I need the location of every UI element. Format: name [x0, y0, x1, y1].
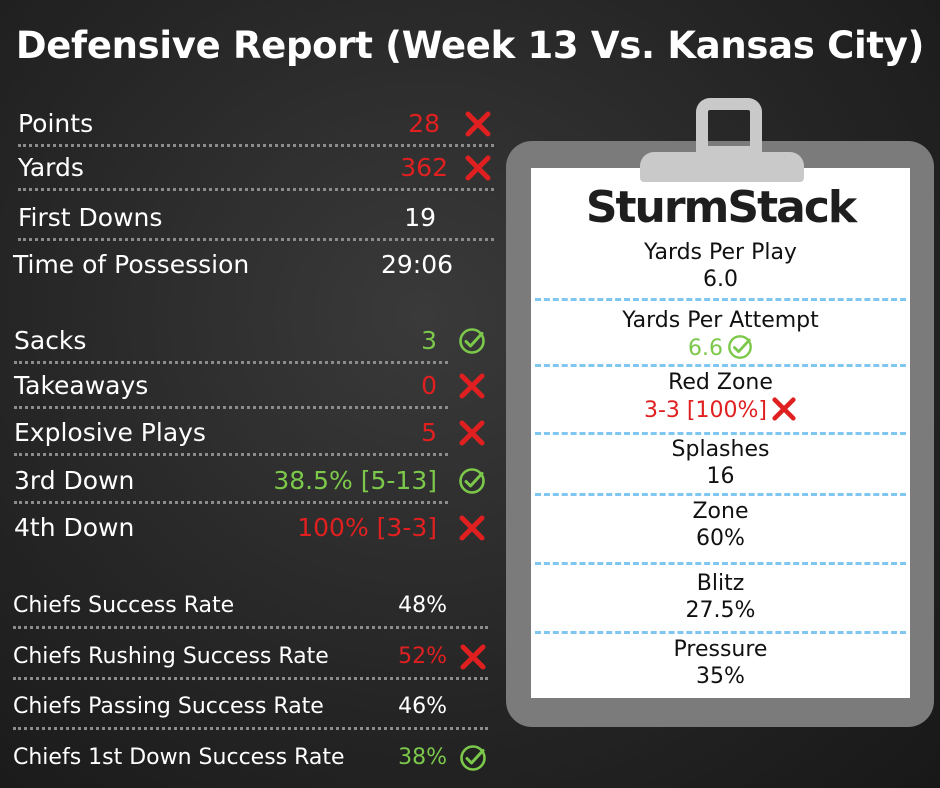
stat-row: Yards 362 — [18, 148, 498, 191]
clipboard-clip-ring — [696, 98, 762, 158]
stat-row: Explosive Plays 5 — [14, 413, 494, 456]
stat-label: Yards — [18, 153, 84, 182]
x-mark-icon — [767, 397, 797, 423]
stat-row: Chiefs Success Rate 48% — [13, 586, 503, 629]
stat-label: Sacks — [14, 326, 87, 355]
stat-row: 4th Down 100% [3-3] — [14, 508, 494, 548]
stat-label: Time of Possession — [13, 250, 250, 279]
clipboard-stat-label: Yards Per Play — [644, 240, 797, 265]
dotted-divider — [14, 453, 448, 456]
clipboard-stat-label: Splashes — [671, 437, 770, 462]
clipboard-stat-value-text: 3-3 [100%] — [644, 398, 767, 423]
clipboard-stat-label: Pressure — [673, 637, 768, 662]
dashed-divider — [535, 364, 906, 367]
clipboard-stat-label: Yards Per Attempt — [622, 308, 819, 333]
stat-value: 52% — [398, 644, 447, 669]
stat-label: Takeaways — [14, 371, 149, 400]
stat-row: 3rd Down 38.5% [5-13] — [14, 461, 494, 504]
clipboard-stat-value-text: 35% — [696, 664, 745, 689]
dashed-divider — [535, 562, 906, 565]
stat-row: Takeaways 0 — [14, 366, 494, 409]
stat-row: First Downs 19 — [18, 198, 498, 241]
stat-label: Points — [18, 109, 94, 138]
stat-row: Chiefs 1st Down Success Rate 38% — [13, 738, 503, 778]
dotted-divider — [18, 238, 494, 241]
clipboard-stat: Zone 60% — [531, 499, 910, 553]
x-mark-icon — [459, 643, 487, 671]
stat-value: 38% — [398, 745, 447, 770]
dashed-divider — [535, 432, 906, 435]
dotted-divider — [18, 144, 494, 147]
dotted-divider — [13, 727, 488, 730]
stat-label: Chiefs Success Rate — [13, 593, 235, 618]
clipboard-stat: Yards Per Attempt 6.6 — [531, 308, 910, 363]
stat-value: 28 — [408, 109, 440, 138]
x-mark-icon — [458, 419, 486, 447]
stat-value: 3 — [421, 326, 437, 355]
clipboard-stat-value: 60% — [531, 525, 910, 553]
x-mark-icon — [458, 372, 486, 400]
clipboard-clip-base — [640, 152, 804, 182]
clipboard-stat-value-text: 6.6 — [688, 336, 723, 361]
check-circle-icon — [458, 467, 486, 495]
check-circle-icon — [458, 327, 486, 355]
dotted-divider — [13, 677, 488, 680]
clipboard-stat-value: 16 — [531, 463, 910, 491]
stat-value: 362 — [400, 153, 448, 182]
stat-label: 3rd Down — [14, 466, 135, 495]
stat-value: 19 — [404, 203, 436, 232]
dotted-divider — [14, 361, 448, 364]
x-mark-icon — [458, 514, 486, 542]
clipboard-stat-value-text: 60% — [696, 526, 745, 551]
clipboard-stat-label: Red Zone — [668, 370, 773, 395]
stat-label: Chiefs 1st Down Success Rate — [13, 745, 345, 770]
dashed-divider — [535, 298, 906, 301]
dotted-divider — [13, 626, 488, 629]
dotted-divider — [18, 188, 494, 191]
stat-value: 0 — [421, 371, 437, 400]
dashed-divider — [535, 631, 906, 634]
clipboard-stat-value-text: 16 — [706, 464, 735, 489]
stat-value: 29:06 — [380, 250, 453, 279]
clipboard-stat-value: 3-3 [100%] — [531, 396, 910, 425]
dashed-divider — [535, 493, 906, 496]
stat-label: Chiefs Rushing Success Rate — [13, 644, 329, 669]
stat-row: Chiefs Rushing Success Rate 52% — [13, 637, 503, 680]
stat-row: Points 28 — [18, 104, 498, 147]
check-circle-icon — [459, 744, 487, 772]
clipboard-stat-value: 35% — [531, 663, 910, 691]
clipboard-stat-value-text: 6.0 — [703, 267, 738, 292]
stat-value: 48% — [398, 593, 447, 618]
clipboard-stat: Red Zone 3-3 [100%] — [531, 370, 910, 425]
dotted-divider — [14, 406, 448, 409]
clipboard-stat-label: Zone — [692, 499, 749, 524]
page-title: Defensive Report (Week 13 Vs. Kansas Cit… — [15, 24, 925, 67]
stat-value: 100% [3-3] — [297, 513, 437, 542]
stat-label: Chiefs Passing Success Rate — [13, 694, 324, 719]
clipboard-stat-value: 6.6 — [531, 334, 910, 363]
stat-row: Chiefs Passing Success Rate 46% — [13, 687, 503, 730]
dotted-divider — [14, 501, 448, 504]
stat-label: 4th Down — [14, 513, 135, 542]
clipboard-stat-label: Blitz — [696, 571, 745, 596]
stat-row: Sacks 3 — [14, 321, 494, 364]
stat-value: 38.5% [5-13] — [273, 466, 437, 495]
stat-value: 46% — [398, 694, 447, 719]
sturmstack-logo: SturmStack — [585, 182, 857, 233]
stat-label: First Downs — [18, 203, 163, 232]
clipboard-stat: Pressure 35% — [531, 637, 910, 691]
clipboard-stat: Blitz 27.5% — [531, 571, 910, 625]
clipboard-stat-value: 27.5% — [531, 597, 910, 625]
clipboard-stat: Yards Per Play 6.0 — [531, 240, 910, 294]
clipboard-stat-value-text: 27.5% — [685, 598, 756, 623]
check-circle-icon — [723, 335, 753, 361]
clipboard-stat-value: 6.0 — [531, 266, 910, 294]
x-mark-icon — [464, 154, 492, 182]
stat-row: Time of Possession 29:06 — [13, 245, 493, 285]
clipboard-stat: Splashes 16 — [531, 437, 910, 491]
x-mark-icon — [464, 110, 492, 138]
stat-value: 5 — [421, 418, 437, 447]
stat-label: Explosive Plays — [14, 418, 206, 447]
